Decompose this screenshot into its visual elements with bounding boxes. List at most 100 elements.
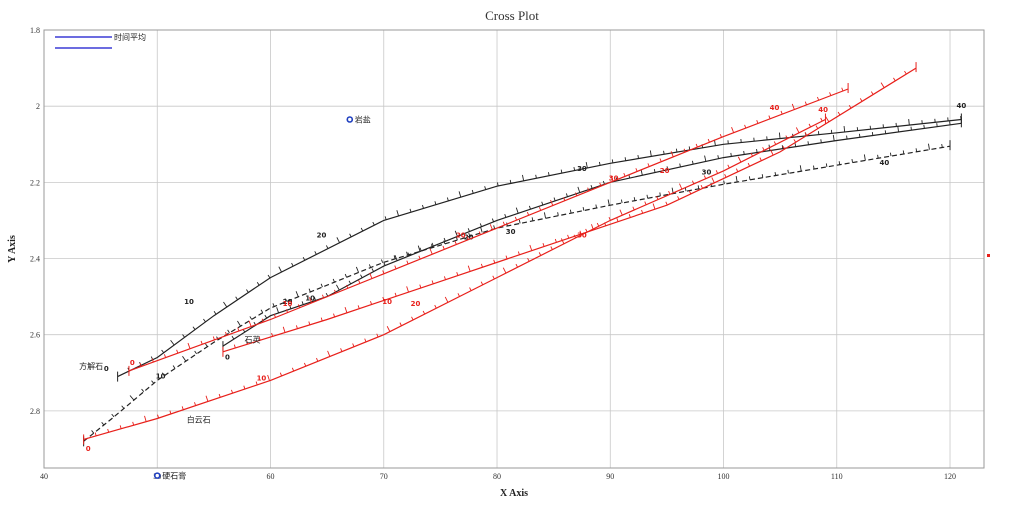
series-tick	[295, 325, 298, 329]
mineral-label: 岩盐	[355, 115, 371, 125]
series-tick	[267, 374, 270, 381]
series-tick	[248, 320, 252, 327]
series-tick	[493, 225, 496, 229]
series-tick	[213, 311, 217, 315]
series-tick	[560, 169, 563, 174]
series-tick	[877, 154, 879, 159]
series-point-label: 30	[609, 174, 619, 182]
series-tick	[782, 145, 786, 150]
series-tick	[724, 173, 727, 178]
series-tick	[799, 165, 802, 172]
series-tick	[587, 187, 590, 192]
series-tick	[393, 255, 396, 260]
series-tick	[768, 115, 771, 119]
series-tick	[750, 152, 753, 157]
series-tick	[163, 354, 167, 358]
series-tick	[646, 194, 649, 199]
series-tick	[151, 380, 155, 384]
series-tick	[623, 172, 626, 177]
series-tick	[813, 165, 815, 170]
series-tick	[182, 355, 187, 362]
series-tick	[442, 245, 445, 250]
series-tick	[368, 264, 372, 268]
legend: 时间平均	[55, 32, 146, 49]
series-tick	[344, 273, 347, 278]
series-tick	[829, 92, 832, 96]
series-tick	[411, 316, 414, 321]
series-tick	[246, 289, 249, 293]
legend-label: 时间平均	[114, 32, 146, 42]
series-tick	[550, 246, 553, 250]
series-tick	[340, 348, 343, 352]
series-tick	[302, 256, 306, 261]
series-point-label: 40	[879, 159, 889, 167]
series-tick	[688, 190, 692, 195]
series-tick	[550, 199, 554, 206]
series-tick	[843, 125, 846, 133]
series-tick	[659, 158, 662, 162]
series-tick	[641, 209, 644, 214]
series-tick	[665, 201, 668, 206]
y-tick-label: 2.8	[30, 407, 40, 416]
series-tick	[284, 298, 287, 302]
series-tick	[471, 189, 474, 194]
series-point-label: 30	[506, 228, 516, 236]
series-tick	[303, 362, 307, 367]
series-tick	[518, 219, 521, 224]
series-tick	[172, 365, 176, 369]
series-tick	[744, 124, 747, 129]
series-tick	[321, 294, 325, 299]
series-tick	[360, 274, 363, 278]
series-tick	[225, 331, 228, 336]
series-tick	[382, 270, 385, 274]
series-tick	[235, 296, 238, 300]
series-point-label: 40	[770, 104, 780, 112]
series-tick	[372, 221, 375, 226]
series-tick	[256, 282, 260, 286]
series-tick	[237, 327, 240, 332]
series-tick	[573, 234, 576, 239]
series-tick	[243, 385, 246, 390]
series-tick	[838, 161, 841, 165]
y-tick-label: 2	[36, 102, 40, 111]
series-tick	[313, 297, 316, 301]
series-tick	[161, 372, 165, 376]
series-tick	[308, 288, 311, 293]
series-tick	[301, 301, 304, 305]
series-tick	[509, 179, 512, 184]
series-tick	[640, 169, 643, 176]
series-point-label: 0	[104, 365, 109, 373]
series-tick	[431, 242, 434, 247]
series-tick	[399, 322, 402, 326]
series-tick	[454, 241, 457, 245]
series-tick	[663, 150, 665, 155]
series-tick	[815, 125, 819, 129]
series-tick	[659, 192, 661, 197]
series-tick	[808, 123, 812, 128]
series-tick	[466, 236, 469, 240]
series-tick	[406, 286, 409, 293]
series-tick	[531, 217, 534, 221]
series-tick	[595, 204, 597, 209]
series-tick	[454, 230, 458, 237]
series-tick	[364, 338, 367, 343]
series-point-label: 30	[702, 169, 712, 177]
series-tick	[577, 186, 581, 193]
series-tick	[611, 159, 614, 163]
series-tick	[139, 362, 142, 367]
series-tick	[370, 301, 373, 305]
series-tick	[668, 190, 671, 195]
series-tick	[157, 414, 160, 419]
series-tick	[547, 172, 550, 176]
series-tick	[369, 272, 373, 279]
series-tick	[719, 134, 722, 138]
series-tick	[382, 296, 385, 301]
x-tick-label: 70	[380, 472, 388, 481]
series-point-label: 40	[818, 106, 828, 114]
series-tick	[273, 314, 276, 318]
series-tick	[271, 332, 274, 337]
series-tick	[261, 318, 264, 323]
series-point-label: 0	[130, 359, 135, 367]
series-tick	[528, 205, 531, 210]
series-tick	[194, 350, 197, 355]
